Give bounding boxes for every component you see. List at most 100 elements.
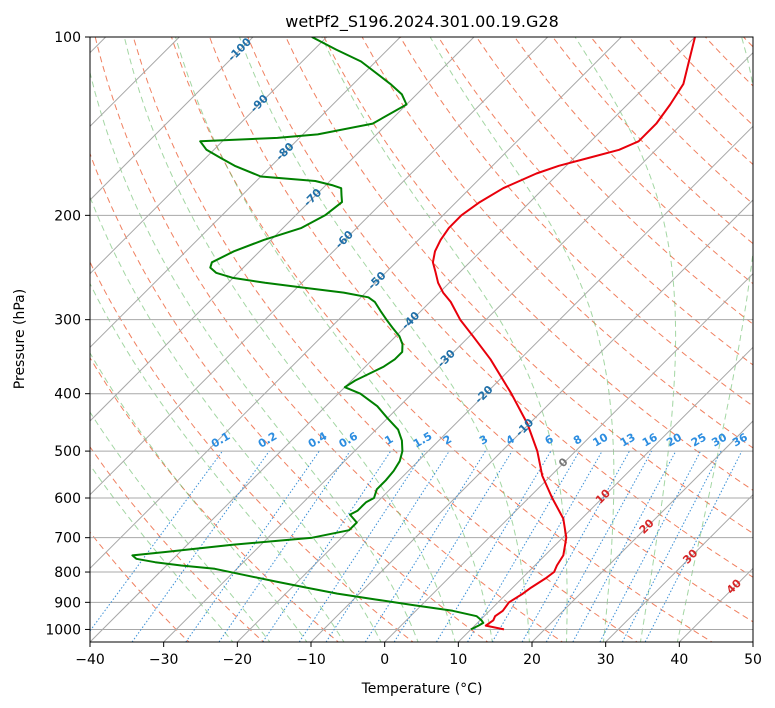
dry-adiabat bbox=[514, 37, 753, 285]
isotherm-line bbox=[90, 37, 622, 570]
mixing-ratio-line bbox=[572, 450, 677, 642]
dry-adiabat bbox=[90, 356, 340, 642]
y-tick-label: 600 bbox=[54, 491, 81, 507]
isotherm-line bbox=[236, 125, 753, 642]
isotherm-line bbox=[752, 641, 753, 642]
mixing-ratio-line bbox=[599, 450, 701, 642]
dry-adiabat bbox=[628, 37, 753, 166]
isotherm-line bbox=[90, 37, 328, 275]
isotherm-line bbox=[163, 51, 753, 642]
mixing-ratio-label: 8 bbox=[571, 433, 584, 448]
isotherm-line bbox=[90, 37, 254, 201]
x-tick-label: 30 bbox=[597, 652, 615, 668]
moist-adiabat bbox=[90, 195, 382, 642]
temperature-profile bbox=[431, 37, 696, 631]
mixing-ratio-line bbox=[298, 450, 425, 642]
dry-adiabat bbox=[209, 37, 753, 623]
dry-adiabat bbox=[437, 37, 753, 366]
y-axis-label: Pressure (hPa) bbox=[12, 289, 28, 389]
chart-title: wetPf2_S196.2024.301.00.19.G28 bbox=[285, 12, 559, 32]
dry-adiabat bbox=[94, 37, 564, 642]
mixing-ratio-label: 1.5 bbox=[411, 430, 434, 451]
y-tick-label: 300 bbox=[54, 313, 81, 329]
mixing-ratio-label: 0.6 bbox=[337, 429, 361, 450]
dry-adiabat bbox=[323, 37, 753, 491]
mixing-ratio-label: 16 bbox=[640, 430, 660, 449]
dewpoint-profile bbox=[131, 37, 485, 631]
moist-adiabat bbox=[429, 37, 615, 642]
mixing-ratio-label: 30 bbox=[709, 430, 729, 449]
dry-adiabat bbox=[247, 37, 753, 578]
x-tick-label: −20 bbox=[223, 652, 253, 668]
y-tick-label: 100 bbox=[54, 30, 81, 46]
mixing-ratio-line bbox=[521, 450, 630, 642]
mixing-ratio-line bbox=[185, 450, 320, 642]
mixing-ratio-label: 0.4 bbox=[306, 429, 330, 450]
mixing-ratio-label: 6 bbox=[543, 432, 556, 447]
mixing-ratio-line bbox=[131, 450, 270, 642]
isotherm-line bbox=[384, 272, 753, 642]
mixing-ratio-line bbox=[621, 450, 722, 642]
mixing-ratio-label: 4 bbox=[504, 432, 517, 447]
moist-adiabat bbox=[90, 282, 345, 642]
y-tick-label: 900 bbox=[54, 595, 81, 611]
y-tick-label: 200 bbox=[54, 208, 81, 224]
mixing-ratio-line bbox=[644, 450, 743, 642]
dry-adiabat bbox=[285, 37, 753, 534]
isotherm-line bbox=[457, 346, 753, 642]
mixing-ratio-label: 2 bbox=[441, 433, 454, 448]
dry-adiabat bbox=[399, 37, 753, 407]
isotherm-line bbox=[605, 493, 753, 642]
y-tick-label: 400 bbox=[54, 387, 81, 403]
mixing-ratio-line bbox=[218, 450, 351, 642]
mixing-ratio-line bbox=[262, 450, 392, 642]
isotherm-line bbox=[90, 37, 401, 349]
x-tick-label: 40 bbox=[670, 652, 688, 668]
isotherm-line bbox=[310, 199, 753, 642]
dry-adiabat bbox=[361, 37, 753, 449]
plot-layer: -100-90-80-70-60-50-40-30-20-10010203040… bbox=[90, 25, 775, 644]
mixing-ratio-label: 13 bbox=[618, 431, 638, 450]
dry-adiabat bbox=[704, 37, 753, 87]
dry-adiabat bbox=[770, 25, 775, 644]
dry-adiabat bbox=[132, 37, 639, 642]
x-tick-label: −40 bbox=[75, 652, 105, 668]
x-tick-label: 50 bbox=[744, 652, 762, 668]
isotherm-line bbox=[90, 37, 696, 642]
moist-adiabat bbox=[90, 70, 419, 642]
mixing-ratio-line bbox=[364, 450, 486, 642]
isotherm-line bbox=[531, 420, 753, 642]
moist-adiabat bbox=[239, 37, 530, 642]
dry-adiabat bbox=[90, 260, 414, 642]
x-tick-label: 10 bbox=[449, 652, 467, 668]
moist-adiabat bbox=[574, 37, 677, 642]
mixing-ratio-line bbox=[90, 450, 223, 632]
dry-adiabat bbox=[666, 37, 753, 126]
isotherm-label: 10 bbox=[593, 486, 613, 506]
x-tick-label: 0 bbox=[380, 652, 389, 668]
x-axis-label: Temperature (°C) bbox=[361, 681, 483, 697]
moist-adiabat bbox=[90, 464, 234, 642]
moist-adiabat bbox=[90, 411, 271, 642]
y-tick-label: 1000 bbox=[45, 622, 81, 638]
dry-adiabat bbox=[90, 446, 265, 642]
dry-adiabat bbox=[742, 37, 753, 48]
x-tick-label: −10 bbox=[296, 652, 326, 668]
mixing-ratio-line bbox=[393, 450, 513, 642]
mixing-ratio-label: 3 bbox=[477, 433, 490, 448]
mixing-ratio-line bbox=[545, 450, 653, 642]
x-tick-label: −30 bbox=[149, 652, 179, 668]
dry-adiabat bbox=[475, 37, 753, 325]
moist-adiabat bbox=[123, 37, 456, 642]
mixing-ratio-label: 1 bbox=[382, 433, 395, 448]
y-tick-label: 500 bbox=[54, 444, 81, 460]
isotherm-line bbox=[90, 37, 475, 422]
plot-frame bbox=[89, 36, 754, 643]
isotherm-line bbox=[90, 37, 549, 496]
dry-adiabat bbox=[90, 152, 489, 642]
mixing-ratio-label: 25 bbox=[689, 431, 709, 450]
x-tick-label: 20 bbox=[523, 652, 541, 668]
axes-layer: −40 −30 −20 −10 0 10 20 30 40 5010020030040050060… bbox=[45, 30, 762, 668]
